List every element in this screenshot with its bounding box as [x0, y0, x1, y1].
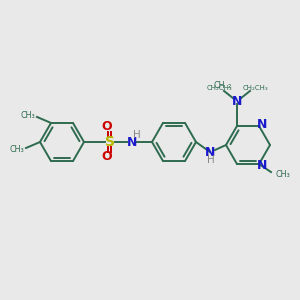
Text: N: N	[232, 95, 242, 108]
Text: O: O	[102, 121, 112, 134]
Text: N: N	[127, 136, 137, 148]
Text: N: N	[205, 146, 215, 158]
Text: CH: CH	[213, 81, 225, 90]
Text: N: N	[257, 159, 267, 172]
Text: H: H	[133, 130, 141, 140]
Text: S: S	[105, 135, 115, 149]
Text: H: H	[207, 155, 215, 165]
Text: N: N	[257, 118, 267, 131]
Text: ₂: ₂	[227, 81, 231, 90]
Text: CH₂CH₃: CH₂CH₃	[242, 85, 268, 91]
Text: O: O	[102, 151, 112, 164]
Text: CH₃: CH₃	[275, 169, 290, 178]
Text: CH₃: CH₃	[20, 111, 35, 120]
Text: CH₂CH₃: CH₂CH₃	[206, 85, 232, 91]
Text: CH₃: CH₃	[9, 145, 24, 154]
